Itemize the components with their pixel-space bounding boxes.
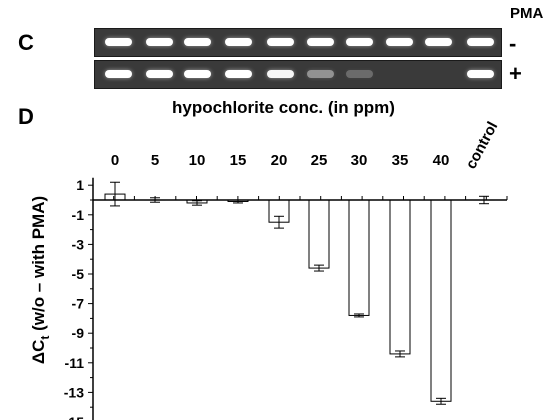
- category-label: 0: [111, 152, 119, 169]
- y-tick-label: -5: [72, 266, 85, 282]
- bar: [348, 199, 370, 316]
- y-tick-label: -15: [64, 414, 84, 420]
- y-tick-label: -1: [72, 207, 85, 223]
- gel-band: [184, 70, 211, 78]
- category-label: 20: [271, 152, 288, 169]
- y-tick-label: -9: [72, 325, 85, 341]
- category-label: 15: [230, 152, 247, 169]
- gel-row-minus-sign: -: [509, 31, 517, 56]
- y-tick-label: -7: [72, 296, 85, 312]
- y-axis-label: ΔCt (w/o – with PMA): [29, 196, 52, 364]
- gel-band: [225, 38, 252, 46]
- gel-row-plus-sign: +: [509, 61, 522, 86]
- y-tick-label: 1: [76, 177, 84, 193]
- gel-row-plus: [94, 60, 502, 89]
- gel-band: [467, 38, 494, 46]
- panel-d-label: D: [18, 104, 34, 129]
- gel-band: [105, 38, 132, 46]
- gel-band: [425, 38, 452, 46]
- category-label: control: [463, 119, 502, 172]
- gel-band: [146, 38, 173, 46]
- y-tick-label: -13: [64, 384, 84, 400]
- chart-title: hypochlorite conc. (in ppm): [172, 98, 395, 117]
- gel-band: [267, 38, 294, 46]
- category-label: 25: [311, 152, 328, 169]
- gel-band: [146, 70, 173, 78]
- gel-band: [467, 70, 494, 78]
- bar: [308, 199, 330, 269]
- bar: [389, 199, 411, 355]
- gel-band: [346, 70, 373, 78]
- category-label: 10: [189, 152, 206, 169]
- gel-band: [386, 38, 413, 46]
- gel-band: [184, 38, 211, 46]
- category-label: 30: [351, 152, 368, 169]
- panel-c-label: C: [18, 30, 34, 55]
- gel-band: [267, 70, 294, 78]
- pma-header: PMA: [510, 5, 544, 22]
- gel-row-minus: [94, 28, 502, 57]
- gel-band: [307, 70, 334, 78]
- category-label: 35: [392, 152, 409, 169]
- y-tick-label: -11: [65, 355, 85, 371]
- gel-band: [346, 38, 373, 46]
- gel-band: [307, 38, 334, 46]
- gel-band: [105, 70, 132, 78]
- category-label: 5: [151, 152, 159, 169]
- category-label: 40: [433, 152, 450, 169]
- gel-band: [225, 70, 252, 78]
- y-tick-label: -3: [72, 236, 85, 252]
- bar: [430, 199, 452, 402]
